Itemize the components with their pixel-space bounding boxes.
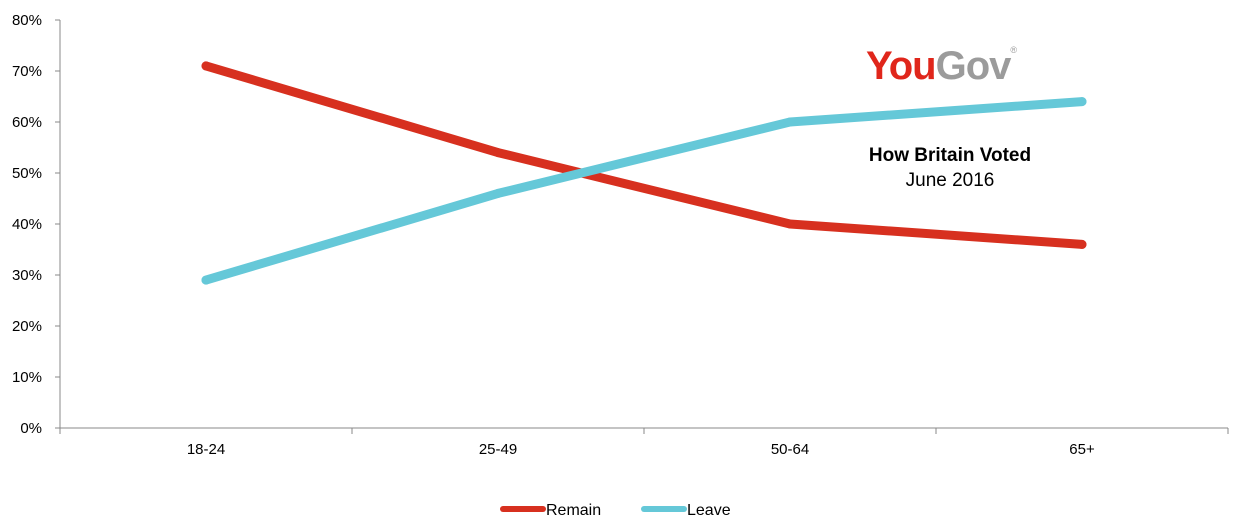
data-point-leave bbox=[201, 275, 211, 285]
data-point-remain bbox=[493, 148, 503, 158]
y-tick-label: 50% bbox=[12, 165, 42, 182]
series-line-leave bbox=[201, 97, 1087, 285]
y-tick-label: 0% bbox=[20, 420, 42, 437]
y-tick-label: 20% bbox=[12, 318, 42, 335]
registered-mark: ® bbox=[1010, 45, 1017, 55]
y-tick-label: 80% bbox=[12, 12, 42, 29]
x-tick-label: 65+ bbox=[1069, 441, 1095, 458]
logo-text-you: You bbox=[866, 44, 937, 88]
annotation-date: June 2016 bbox=[905, 170, 995, 191]
x-tick-label: 18-24 bbox=[187, 441, 225, 458]
y-tick-label: 60% bbox=[12, 114, 42, 131]
axes bbox=[59, 20, 1228, 429]
data-point-leave bbox=[1077, 97, 1087, 107]
y-tick-label: 30% bbox=[12, 267, 42, 284]
data-point-remain bbox=[201, 61, 211, 71]
y-tick-label: 70% bbox=[12, 63, 42, 80]
legend-label-remain: Remain bbox=[546, 502, 601, 519]
x-axis-ticks: 18-24 25-49 50-64 65+ bbox=[59, 428, 1229, 458]
logo-text-gov: Gov bbox=[935, 44, 1012, 88]
data-point-remain bbox=[785, 219, 795, 229]
y-tick-label: 40% bbox=[12, 216, 42, 233]
data-point-leave bbox=[785, 117, 795, 127]
data-point-leave bbox=[493, 188, 503, 198]
data-point-remain bbox=[1077, 239, 1087, 249]
annotation-title: How Britain Voted bbox=[868, 145, 1032, 166]
series-line-remain bbox=[201, 61, 1087, 249]
series-lines bbox=[201, 61, 1087, 285]
y-axis-ticks: 0% 10% 20% 30% 40% 50% 60% 70% 80% bbox=[12, 12, 60, 437]
legend: Remain Leave bbox=[500, 502, 731, 519]
legend-label-leave: Leave bbox=[687, 502, 731, 519]
yougov-logo: YouGov® bbox=[866, 44, 1017, 88]
x-tick-label: 25-49 bbox=[479, 441, 517, 458]
x-tick-label: 50-64 bbox=[771, 441, 809, 458]
y-tick-label: 10% bbox=[12, 369, 42, 386]
